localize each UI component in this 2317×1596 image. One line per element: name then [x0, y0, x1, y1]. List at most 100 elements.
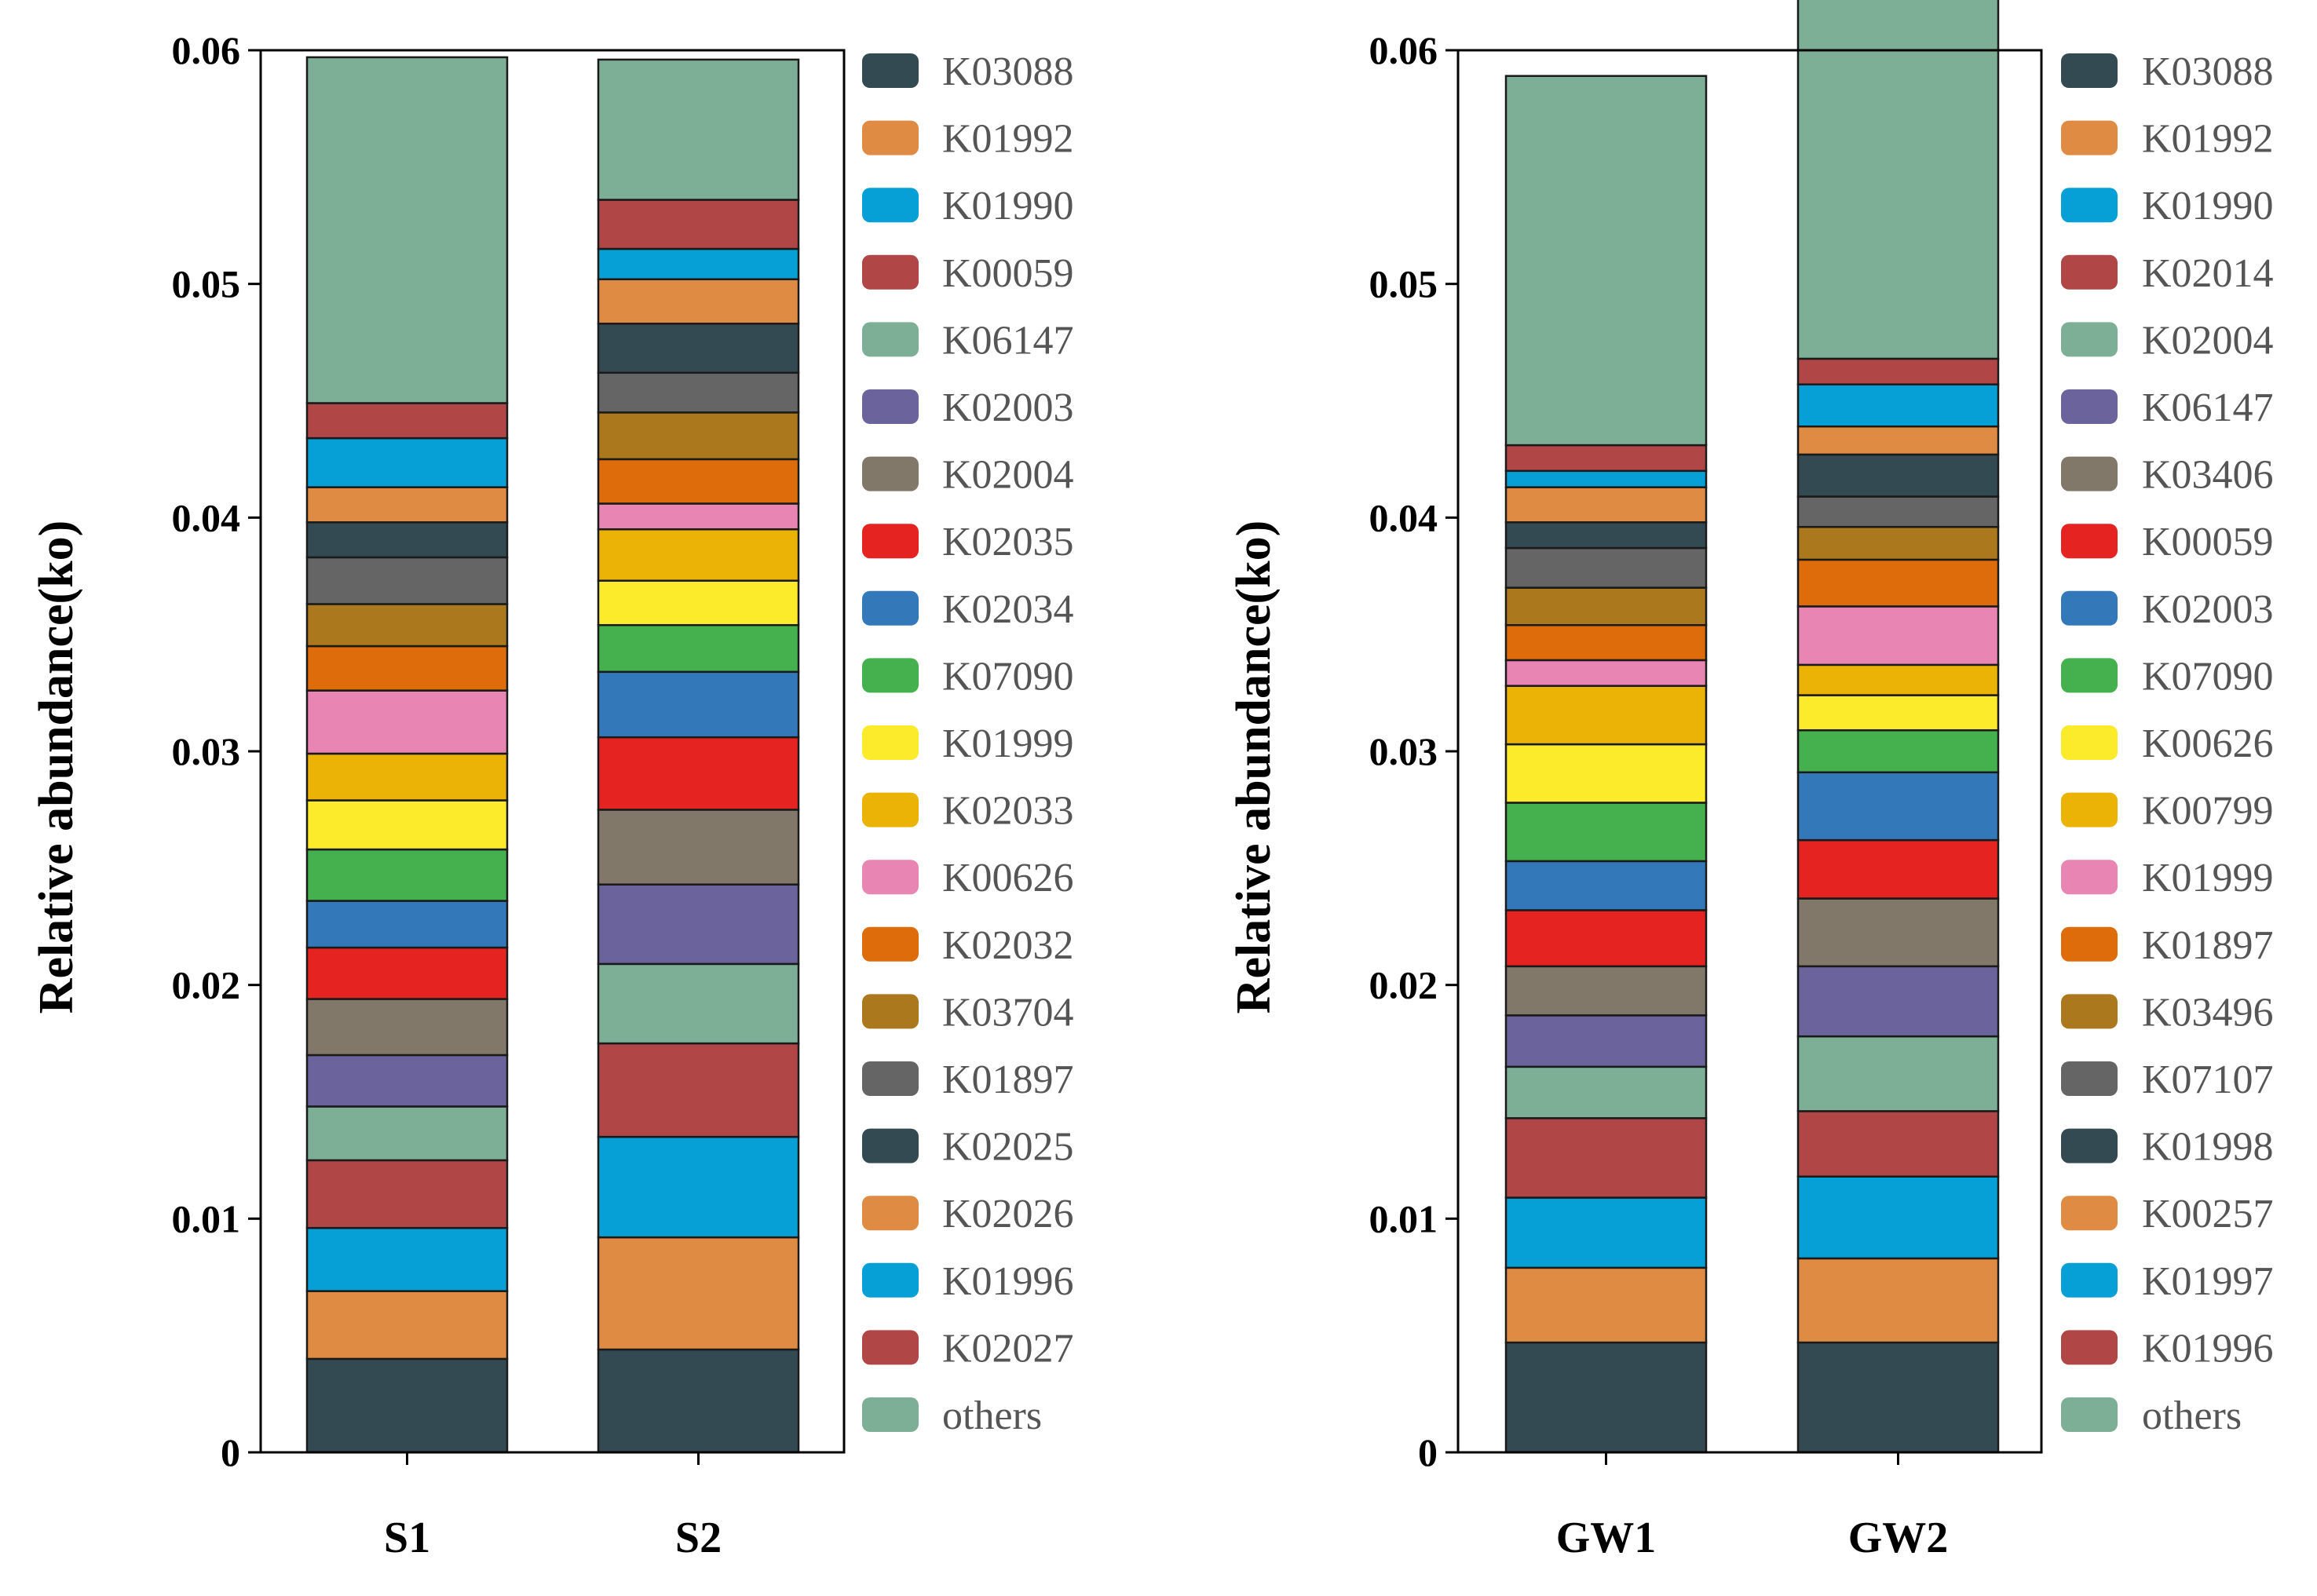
chart-1-legend-label-K02003: K02003 — [2142, 587, 2274, 632]
chart-1-bar-GW2-K03496 — [1796, 525, 2000, 561]
chart-1-bar-GW2-K01997 — [1796, 383, 2000, 428]
chart-1-bar-GW1-K07090 — [1504, 802, 1708, 863]
chart-1-legend-swatch-K01990 — [2061, 188, 2118, 223]
chart-0-legend-swatch-K01992 — [862, 120, 919, 155]
chart-0-legend-swatch-K07090 — [862, 658, 919, 693]
chart-0-legend-label-K02026: K02026 — [942, 1192, 1074, 1236]
chart-0-legend-swatch-K02026 — [862, 1196, 919, 1231]
chart-1-legend-label-others: others — [2142, 1393, 2242, 1438]
chart-0-legend-swatch-K03088 — [862, 53, 919, 88]
chart-1-bar-GW2-K02004 — [1796, 1035, 2000, 1112]
chart-0-bar-S1-K07090 — [305, 848, 509, 902]
chart-0-bar-S2-K01999 — [597, 579, 800, 626]
chart-1-bar-GW1-K00626 — [1504, 743, 1708, 804]
chart-1-bar-GW2-K01998 — [1796, 453, 2000, 498]
chart-0-legend-swatch-K01996 — [862, 1262, 919, 1298]
chart-1-legend-swatch-K02003 — [2061, 590, 2118, 626]
chart-1-legend-swatch-K01996 — [2061, 1330, 2118, 1365]
chart-1-bar-GW2-K01999 — [1796, 605, 2000, 667]
chart-1-bar-GW1-K00257 — [1504, 486, 1708, 524]
chart-1-bar-GW2-K01990 — [1796, 1175, 2000, 1260]
chart-1-ytick-label-0.04: 0.04 — [1369, 495, 1438, 539]
chart-0-bar-S1-K00626 — [305, 689, 509, 755]
chart-1-legend-swatch-K02014 — [2061, 254, 2118, 290]
chart-0-legend-label-K02025: K02025 — [942, 1125, 1074, 1170]
chart-1-legend-swatch-K01997 — [2061, 1262, 2118, 1298]
chart-0-legend-swatch-K02027 — [862, 1330, 919, 1365]
chart-1-bar-GW1-K01997 — [1504, 469, 1708, 488]
chart-1-ytick-label-0.03: 0.03 — [1369, 729, 1438, 773]
chart-0-bar-S1-K02004 — [305, 998, 509, 1057]
chart-0-legend-swatch-others — [862, 1397, 919, 1432]
chart-0-legend-swatch-K03704 — [862, 994, 919, 1029]
chart-1-legend-swatch-K00059 — [2061, 524, 2118, 559]
chart-1-bar-GW2-K00257 — [1796, 425, 2000, 456]
chart-1-ytick-label-0: 0 — [1418, 1430, 1438, 1474]
chart-0-xtick-label-S2: S2 — [675, 1514, 722, 1562]
chart-1-legend-swatch-K00257 — [2061, 1196, 2118, 1231]
chart-0-bar-S2-K02032 — [597, 458, 800, 505]
chart-0-ytick-label-0: 0 — [221, 1430, 240, 1474]
chart-0-bar-S1-K01996 — [305, 436, 509, 488]
chart-1-bar-GW1-K00059 — [1504, 909, 1708, 968]
chart-0-bar-S2-K02034 — [597, 670, 800, 739]
chart-1-legend-label-K03496: K03496 — [2142, 990, 2274, 1035]
chart-0-bar-S2-others — [597, 58, 800, 201]
chart-1-bar-GW1-K01996 — [1504, 444, 1708, 473]
chart-1-legend-swatch-K06147 — [2061, 389, 2118, 424]
chart-0-legend-label-K02035: K02035 — [942, 520, 1074, 564]
chart-0-legend-label-K01999: K01999 — [942, 721, 1074, 766]
chart-1-legend-label-K01897: K01897 — [2142, 923, 2274, 968]
chart-1-ytick-label-0.05: 0.05 — [1369, 262, 1438, 306]
chart-0-xtick-label-S1: S1 — [384, 1514, 430, 1562]
chart-0-bar-S1-K02025 — [305, 521, 509, 559]
chart-0-legend-swatch-K02034 — [862, 590, 919, 626]
chart-0-legend-label-K02034: K02034 — [942, 587, 1074, 632]
chart-1-ylabel: Relative abundance(ko) — [1227, 520, 1281, 1014]
chart-0-legend-label-K02004: K02004 — [942, 453, 1074, 498]
chart-0-ytick-label-0.01: 0.01 — [172, 1196, 241, 1240]
chart-0-bar-S2-K01996 — [597, 247, 800, 280]
chart-0-bar-S2-K06147 — [597, 962, 800, 1045]
chart-1-legend-label-K00059: K00059 — [2142, 520, 2274, 564]
chart-1-bar-GW1-K03088 — [1504, 1341, 1708, 1454]
chart-1-legend-label-K00257: K00257 — [2142, 1192, 2274, 1236]
chart-0-legend-swatch-K06147 — [862, 322, 919, 357]
chart-0-legend-swatch-K01999 — [862, 725, 919, 760]
chart-0-bar-S2-K03704 — [597, 411, 800, 461]
chart-1-legend-label-K03406: K03406 — [2142, 453, 2274, 498]
chart-0-bar-S2-K01990 — [597, 1135, 800, 1239]
chart-0-legend-swatch-K01990 — [862, 188, 919, 223]
chart-1-legend-swatch-K01897 — [2061, 926, 2118, 962]
chart-0-legend-swatch-K02035 — [862, 524, 919, 559]
chart-0-ytick-label-0.04: 0.04 — [172, 495, 241, 539]
chart-0-bar-S1-K02034 — [305, 900, 509, 949]
chart-1-legend-swatch-K03406 — [2061, 456, 2118, 491]
chart-0-bar-S2-K02033 — [597, 528, 800, 582]
chart-0-bar-S1-K02003 — [305, 1054, 509, 1108]
chart-1-legend-label-K01992: K01992 — [2142, 117, 2274, 162]
chart-0-bar-S1-K01992 — [305, 1290, 509, 1360]
chart-1-legend-label-K00799: K00799 — [2142, 789, 2274, 834]
chart-0-legend-label-K06147: K06147 — [942, 318, 1074, 363]
chart-0-legend-label-K01992: K01992 — [942, 117, 1074, 162]
chart-1-bar-GW2-K00059 — [1796, 838, 2000, 900]
chart-1-bar-GW2-K02003 — [1796, 771, 2000, 842]
chart-0-bar-S1-K01999 — [305, 799, 509, 851]
chart-1-legend-swatch-K01992 — [2061, 120, 2118, 155]
chart-1-bar-GW1-K02014 — [1504, 1117, 1708, 1199]
chart-0-bar-S2-K02027 — [597, 199, 800, 250]
chart-0-bar-S1-K02027 — [305, 402, 509, 440]
chart-1-xtick-label-GW1: GW1 — [1556, 1514, 1657, 1562]
chart-0-bar-S2-K02004 — [597, 809, 800, 886]
chart-0-bar-S1-K03088 — [305, 1357, 509, 1454]
chart-0-legend-label-K03704: K03704 — [942, 990, 1074, 1035]
chart-1-legend-swatch-K01999 — [2061, 860, 2118, 895]
chart-1-bar-GW1-K06147 — [1504, 1014, 1708, 1068]
chart-0-legend-swatch-K00626 — [862, 860, 919, 895]
chart-0-legend-swatch-K02032 — [862, 926, 919, 962]
chart-0-bar-S1-K01897 — [305, 556, 509, 605]
chart-0-bar-S2-K02003 — [597, 883, 800, 966]
chart-1-bar-GW2-K00799 — [1796, 663, 2000, 696]
